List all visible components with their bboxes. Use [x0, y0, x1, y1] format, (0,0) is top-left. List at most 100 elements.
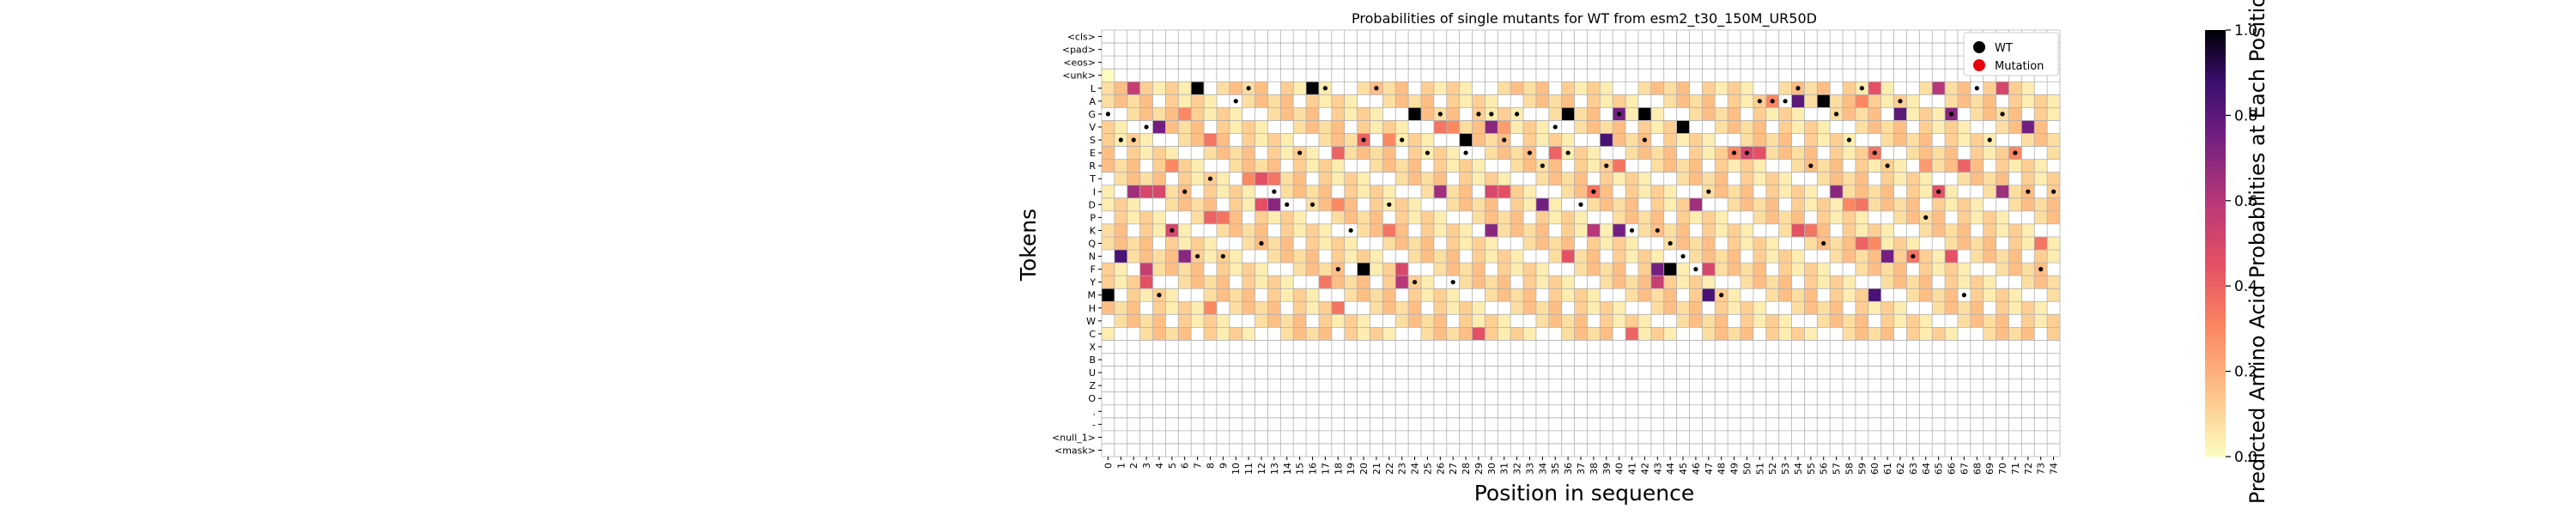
y-tick-label: D: [1089, 199, 1096, 210]
heatmap-cell: [1498, 327, 1511, 341]
heatmap-cell: [1637, 172, 1651, 185]
heatmap-cell: [1574, 172, 1588, 185]
heatmap-cell: [1676, 120, 1690, 134]
wt-point: [1706, 189, 1711, 194]
heatmap-cell: [1728, 197, 1741, 211]
heatmap-cell: [1561, 223, 1575, 237]
heatmap-cell: [1165, 263, 1179, 276]
heatmap-cell: [1702, 288, 1716, 302]
heatmap-cell: [1139, 263, 1153, 276]
heatmap-cell: [2047, 146, 2060, 160]
heatmap-cell: [1344, 327, 1358, 341]
x-tick-label: 55: [1806, 463, 1817, 475]
heatmap-cell: [1498, 263, 1511, 276]
wt-point: [1233, 99, 1238, 104]
heatmap-cell: [1561, 94, 1575, 108]
heatmap-cell: [1945, 120, 1958, 134]
heatmap-cell: [1306, 236, 1319, 251]
heatmap-cell: [1459, 159, 1473, 173]
wt-point: [2038, 267, 2044, 272]
heatmap-cell: [1114, 236, 1127, 251]
heatmap-cell: [1446, 120, 1460, 134]
heatmap-cell: [1753, 263, 1766, 276]
heatmap-cell: [2021, 197, 2035, 211]
heatmap-cell: [1791, 197, 1805, 211]
heatmap-cell: [1561, 82, 1575, 95]
y-tick-label: W: [1086, 316, 1096, 327]
heatmap-cell: [1382, 133, 1396, 147]
heatmap-cell: [1318, 223, 1332, 237]
heatmap-cell: [1817, 120, 1831, 134]
heatmap-cell: [1204, 197, 1217, 211]
heatmap-cell: [1498, 210, 1511, 224]
heatmap-cell: [1318, 263, 1332, 276]
wt-point: [1859, 86, 1864, 91]
heatmap-cell: [1152, 301, 1166, 315]
heatmap-cell: [1970, 276, 1984, 289]
heatmap-cell: [1331, 94, 1345, 108]
heatmap-cell: [1255, 82, 1268, 95]
heatmap-cell: [1868, 197, 1881, 211]
heatmap-cell: [1191, 210, 1205, 224]
heatmap-cell: [1191, 94, 1205, 108]
heatmap-cell: [1408, 159, 1421, 173]
heatmap-cell: [1318, 133, 1332, 147]
heatmap-cell: [1459, 223, 1473, 237]
heatmap-cell: [1370, 197, 1383, 211]
heatmap-cell: [2008, 185, 2022, 198]
x-tick-label: 5: [1167, 463, 1178, 469]
x-tick-label: 49: [1729, 463, 1741, 475]
heatmap-cell: [1280, 250, 1294, 264]
heatmap-cell: [1318, 301, 1332, 315]
heatmap-cell: [1574, 210, 1588, 224]
heatmap-cell: [1255, 210, 1268, 224]
heatmap-cell: [1957, 82, 1971, 95]
heatmap-cell: [1306, 185, 1319, 198]
heatmap-cell: [1637, 185, 1651, 198]
y-tick-label: -: [1092, 419, 1096, 430]
heatmap-cell: [2008, 107, 2022, 121]
heatmap-cell: [1957, 301, 1971, 315]
heatmap-cell: [1996, 210, 2009, 224]
heatmap-cell: [1855, 327, 1868, 341]
heatmap-cell: [1152, 107, 1166, 121]
heatmap-cell: [1267, 301, 1281, 315]
heatmap-cell: [1255, 263, 1268, 276]
heatmap-cell: [1267, 146, 1281, 160]
heatmap-cell: [1408, 288, 1421, 302]
wt-point: [1502, 137, 1507, 142]
heatmap-cell: [1459, 263, 1473, 276]
heatmap-cell: [1728, 327, 1741, 341]
heatmap-cell: [1765, 250, 1779, 264]
heatmap-cell: [1804, 301, 1818, 315]
heatmap-cell: [1919, 185, 1933, 198]
heatmap-cell: [1102, 159, 1115, 173]
heatmap-cell: [1293, 159, 1307, 173]
heatmap-cell: [1932, 263, 1946, 276]
heatmap-cell: [1485, 172, 1498, 185]
heatmap-cell: [1139, 327, 1153, 341]
heatmap-cell: [1702, 172, 1716, 185]
heatmap-cell: [1139, 250, 1153, 264]
heatmap-cell: [1906, 107, 1920, 121]
heatmap-cell: [1293, 263, 1307, 276]
heatmap-cell: [1778, 120, 1792, 134]
wt-point: [1617, 112, 1622, 117]
heatmap-points: [1105, 86, 2057, 298]
heatmap-cell: [1689, 210, 1703, 224]
heatmap-cell: [1830, 250, 1844, 264]
heatmap-cell: [1663, 263, 1677, 276]
heatmap-cell: [1650, 120, 1664, 134]
heatmap-cell: [1127, 250, 1140, 264]
heatmap-cell: [1152, 159, 1166, 173]
heatmap-cell: [1906, 185, 1920, 198]
heatmap-cell: [1357, 223, 1370, 237]
heatmap-cell: [2047, 210, 2060, 224]
wt-point: [1693, 267, 1698, 272]
heatmap-cell: [1880, 120, 1894, 134]
wt-point: [1348, 227, 1353, 233]
heatmap-cell: [1216, 133, 1230, 147]
heatmap-cell: [1830, 301, 1844, 315]
heatmap-cell: [1791, 263, 1805, 276]
heatmap-cell: [1728, 82, 1741, 95]
